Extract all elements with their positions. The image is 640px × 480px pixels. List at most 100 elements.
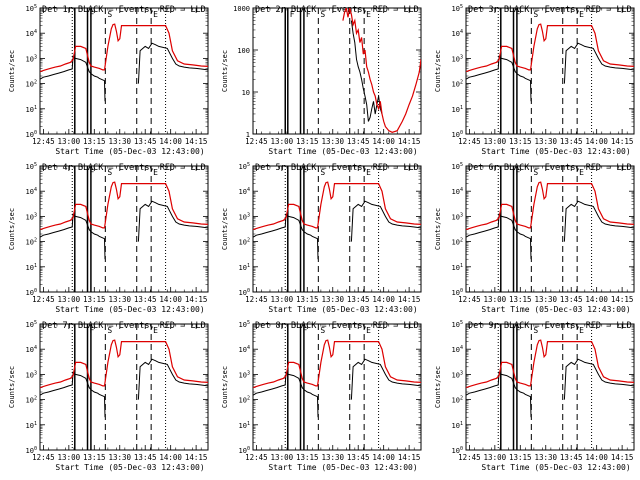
plot-frame bbox=[252, 7, 422, 135]
y-tick-label: 104 bbox=[239, 345, 250, 354]
x-tick-label: 13:00 bbox=[58, 137, 81, 146]
x-tick-label: 13:45 bbox=[347, 453, 370, 462]
time-marker-label: S bbox=[320, 10, 325, 19]
x-tick-label: 14:00 bbox=[372, 453, 395, 462]
x-axis-label: Start Time (05-Dec-03 12:43:00) bbox=[268, 147, 417, 156]
y-tick-label: 105 bbox=[26, 162, 37, 171]
x-tick-label: 13:15 bbox=[509, 295, 532, 304]
x-tick-label: 13:00 bbox=[271, 137, 294, 146]
y-tick-label: 103 bbox=[452, 54, 463, 63]
y-tick-label: 103 bbox=[239, 370, 250, 379]
y-tick-label: 104 bbox=[26, 187, 37, 196]
time-marker-label: S bbox=[533, 168, 538, 177]
plot-area bbox=[40, 166, 208, 292]
y-tick-label: 102 bbox=[239, 238, 250, 247]
y-tick-label: 101 bbox=[26, 421, 37, 430]
x-tick-label: 14:00 bbox=[372, 137, 395, 146]
y-tick-label: 103 bbox=[26, 54, 37, 63]
chart-panel: Det 5r BLACK = Events, RED = LLD Counts/s… bbox=[221, 162, 422, 314]
chart-panel: Det 9r BLACK = Events, RED = LLD Counts/s… bbox=[434, 320, 635, 472]
x-axis-label: Start Time (05-Dec-03 12:43:00) bbox=[55, 305, 204, 314]
y-tick-label: 101 bbox=[239, 263, 250, 272]
chart-title: Det 3r BLACK = Events, RED = LLD bbox=[468, 5, 632, 15]
y-tick-label: 102 bbox=[452, 80, 463, 89]
x-tick-label: 13:15 bbox=[83, 295, 106, 304]
x-tick-label: 13:45 bbox=[134, 453, 157, 462]
x-tick-label: 13:15 bbox=[509, 453, 532, 462]
x-tick-label: 13:15 bbox=[296, 295, 319, 304]
y-tick-label: 100 bbox=[237, 47, 250, 55]
x-tick-label: 14:15 bbox=[398, 453, 421, 462]
y-axis-label: Counts/sec bbox=[8, 208, 16, 250]
chart-title: Det 6r BLACK = Events, RED = LLD bbox=[468, 163, 632, 173]
time-marker-label: F bbox=[90, 168, 95, 177]
y-tick-label: 1 bbox=[246, 131, 250, 139]
y-tick-label: 101 bbox=[452, 105, 463, 114]
events-series-line bbox=[137, 42, 208, 84]
x-tick-label: 13:15 bbox=[296, 137, 319, 146]
y-axis-label: Counts/sec bbox=[8, 366, 16, 408]
x-tick-label: 13:45 bbox=[134, 137, 157, 146]
time-marker-label: F bbox=[290, 10, 295, 19]
chart-panel: Det 4r BLACK = Events, RED = LLD Counts/s… bbox=[8, 162, 209, 314]
plot-area bbox=[40, 8, 208, 134]
y-tick-label: 101 bbox=[26, 263, 37, 272]
x-tick-label: 12:45 bbox=[458, 295, 481, 304]
x-tick-label: 13:30 bbox=[534, 137, 557, 146]
chart-panel: Det 8r BLACK = Events, RED = LLD Counts/s… bbox=[221, 320, 422, 472]
x-tick-label: 14:15 bbox=[185, 453, 208, 462]
events-series-line bbox=[350, 358, 421, 400]
x-tick-label: 13:30 bbox=[108, 295, 131, 304]
time-marker-label: S bbox=[533, 326, 538, 335]
y-tick-label: 104 bbox=[239, 187, 250, 196]
x-tick-label: 14:00 bbox=[159, 295, 182, 304]
time-marker-label: S bbox=[107, 168, 112, 177]
chart-title: Det 2r BLACK = Events, RED = LLD bbox=[255, 5, 419, 15]
lld-series-line bbox=[40, 23, 208, 73]
x-tick-label: 13:15 bbox=[83, 453, 106, 462]
chart-panel: Det 6r BLACK = Events, RED = LLD Counts/s… bbox=[434, 162, 635, 314]
x-tick-label: 13:00 bbox=[271, 453, 294, 462]
x-tick-label: 13:00 bbox=[484, 137, 507, 146]
x-tick-label: 12:45 bbox=[32, 295, 55, 304]
events-series-line bbox=[466, 371, 532, 418]
y-tick-label: 100 bbox=[239, 288, 250, 297]
y-tick-label: 1000 bbox=[233, 5, 250, 13]
chart-title: Det 1r BLACK = Events, RED = LLD bbox=[42, 5, 206, 15]
x-tick-label: 14:00 bbox=[585, 295, 608, 304]
time-marker-label: E bbox=[366, 326, 371, 335]
plot-area bbox=[253, 166, 421, 292]
x-tick-label: 14:00 bbox=[159, 453, 182, 462]
y-axis-label: Counts/sec bbox=[221, 366, 229, 408]
x-tick-label: 13:00 bbox=[484, 453, 507, 462]
y-axis-label: Counts/sec bbox=[434, 366, 442, 408]
y-tick-label: 105 bbox=[239, 162, 250, 171]
lld-series-line bbox=[253, 181, 421, 231]
plot-area bbox=[466, 166, 634, 292]
events-series-line bbox=[253, 371, 319, 418]
x-axis-label: Start Time (05-Dec-03 12:43:00) bbox=[481, 305, 630, 314]
y-tick-label: 105 bbox=[452, 162, 463, 171]
x-tick-label: 13:00 bbox=[484, 295, 507, 304]
x-tick-label: 13:30 bbox=[321, 295, 344, 304]
time-marker-label: F bbox=[303, 168, 308, 177]
x-axis-label: Start Time (05-Dec-03 12:43:00) bbox=[481, 147, 630, 156]
x-tick-label: 13:00 bbox=[58, 295, 81, 304]
x-tick-label: 13:00 bbox=[58, 453, 81, 462]
x-axis-label: Start Time (05-Dec-03 12:43:00) bbox=[268, 305, 417, 314]
y-tick-label: 104 bbox=[452, 187, 463, 196]
x-tick-label: 13:45 bbox=[347, 295, 370, 304]
x-tick-label: 13:30 bbox=[321, 137, 344, 146]
y-tick-label: 104 bbox=[26, 345, 37, 354]
lld-series-line bbox=[466, 181, 634, 231]
plot-area bbox=[253, 324, 421, 450]
x-axis-label: Start Time (05-Dec-03 12:43:00) bbox=[268, 463, 417, 472]
events-series-line bbox=[40, 55, 106, 102]
y-tick-label: 101 bbox=[26, 105, 37, 114]
x-tick-label: 13:45 bbox=[560, 295, 583, 304]
time-marker-label: F bbox=[516, 326, 521, 335]
lld-series-line bbox=[342, 8, 421, 133]
y-tick-label: 10 bbox=[242, 89, 250, 97]
plot-area bbox=[284, 8, 421, 134]
